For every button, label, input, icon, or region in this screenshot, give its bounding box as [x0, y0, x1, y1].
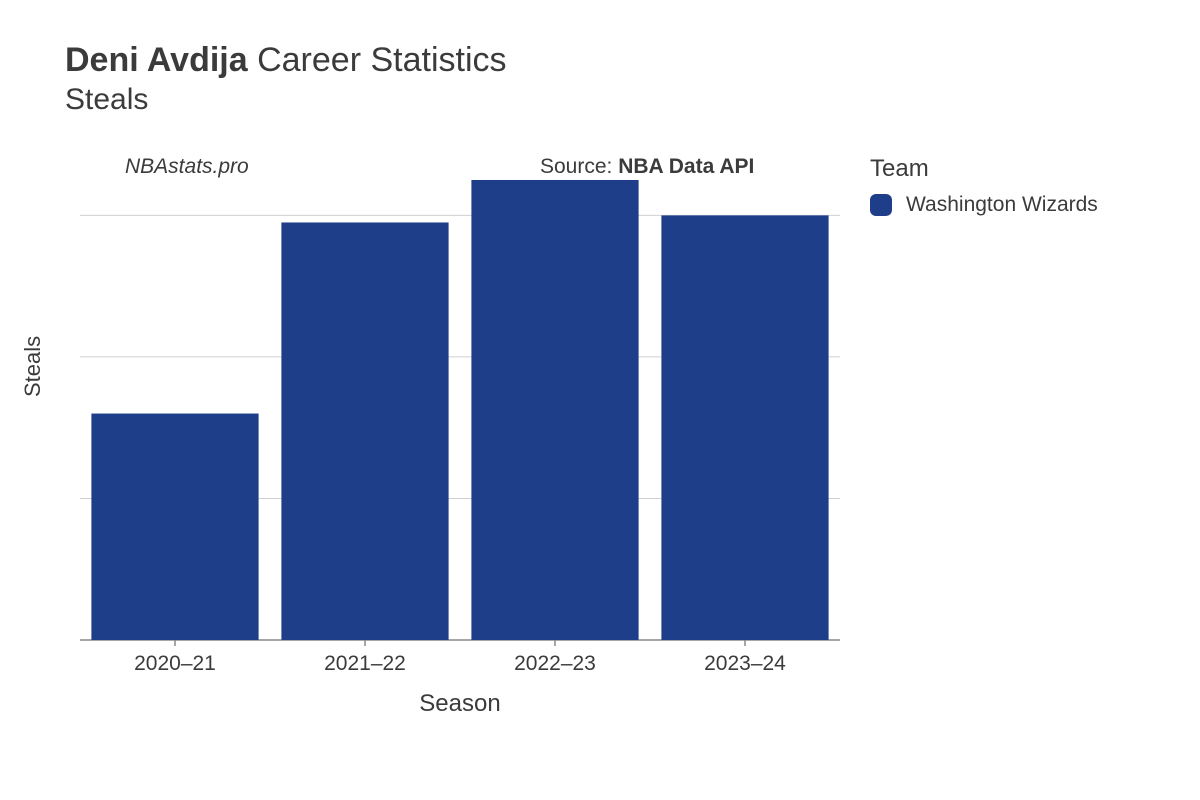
- legend-title: Team: [870, 155, 1098, 183]
- title-rest: Career Statistics: [248, 41, 507, 79]
- legend-item: Washington Wizards: [870, 193, 1098, 217]
- legend: Team Washington Wizards: [870, 155, 1098, 217]
- plot-area: 02040602020–212021–222022–232023–24: [80, 180, 840, 640]
- bar: [661, 215, 828, 640]
- source-attribution: Source: NBA Data API: [540, 155, 754, 179]
- x-axis-title: Season: [80, 690, 840, 718]
- x-tick-label: 2021–22: [324, 652, 406, 675]
- x-tick-label: 2020–21: [134, 652, 216, 675]
- title-block: Deni Avdija Career Statistics Steals: [65, 40, 507, 117]
- chart-container: Deni Avdija Career Statistics Steals NBA…: [0, 0, 1200, 800]
- legend-swatch: [870, 194, 892, 216]
- source-value: NBA Data API: [618, 155, 754, 178]
- bar: [281, 222, 448, 640]
- legend-item-label: Washington Wizards: [906, 193, 1098, 217]
- player-name: Deni Avdija: [65, 41, 248, 79]
- bar: [471, 180, 638, 640]
- chart-subtitle: Steals: [65, 83, 507, 117]
- y-axis-title: Steals: [20, 336, 46, 397]
- chart-title: Deni Avdija Career Statistics: [65, 40, 507, 81]
- source-label: Source:: [540, 155, 618, 178]
- x-tick-label: 2022–23: [514, 652, 596, 675]
- bar: [91, 414, 258, 640]
- site-attribution: NBAstats.pro: [125, 155, 249, 179]
- plot-svg: 02040602020–212021–222022–232023–24: [80, 180, 840, 690]
- x-tick-label: 2023–24: [704, 652, 786, 675]
